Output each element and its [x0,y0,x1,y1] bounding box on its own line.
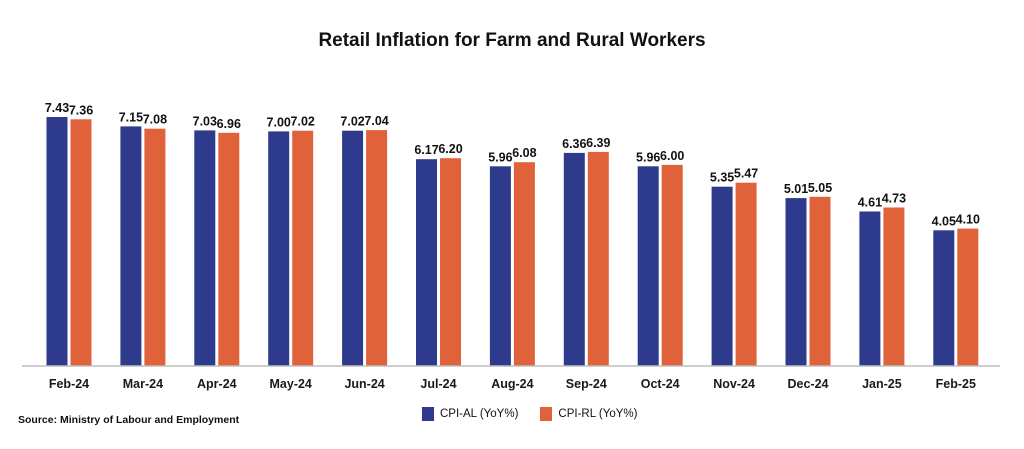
value-label-cpi-rl-jun-24: 7.04 [364,114,388,128]
x-tick-label-mar-24: Mar-24 [123,377,163,391]
value-label-cpi-al-feb-25: 4.05 [932,214,956,228]
x-tick-label-aug-24: Aug-24 [491,377,533,391]
value-label-cpi-al-dec-24: 5.01 [784,182,808,196]
value-label-cpi-al-mar-24: 7.15 [119,110,143,124]
legend-swatch-cpi-al [422,407,434,421]
value-label-cpi-al-feb-24: 7.43 [45,101,69,115]
bar-cpi-al-jul-24 [416,159,437,366]
value-label-cpi-rl-may-24: 7.02 [291,115,315,129]
legend-label-cpi-rl: CPI-RL (YoY%) [558,408,638,420]
value-label-cpi-rl-sep-24: 6.39 [586,136,610,150]
x-tick-label-feb-24: Feb-24 [49,377,89,391]
value-label-cpi-al-jan-25: 4.61 [858,196,882,210]
bar-cpi-rl-sep-24 [587,151,609,366]
value-label-cpi-rl-aug-24: 6.08 [512,146,536,160]
source-note: Source: Ministry of Labour and Employmen… [18,414,239,426]
bar-cpi-rl-jul-24 [440,158,461,366]
value-label-cpi-al-jun-24: 7.02 [340,115,364,129]
legend-swatch-cpi-rl [540,407,553,421]
value-label-cpi-al-jul-24: 6.17 [414,143,438,157]
x-tick-label-nov-24: Nov-24 [713,377,755,391]
x-tick-label-jan-25: Jan-25 [862,377,902,391]
bar-cpi-rl-aug-24 [513,162,535,366]
legend-item-cpi-rl: CPI-RL (YoY%) [540,407,637,421]
bar-cpi-rl-apr-24 [218,132,240,366]
x-tick-label-oct-24: Oct-24 [641,377,680,391]
bar-cpi-al-feb-24 [46,117,68,366]
legend: CPI-AL (YoY%) CPI-RL (YoY%) [422,407,637,421]
legend-item-cpi-al: CPI-AL (YoY%) [422,407,518,421]
source-text: Ministry of Labour and Employment [60,414,240,426]
value-label-cpi-rl-nov-24: 5.47 [734,167,758,181]
chart-title: Retail Inflation for Farm and Rural Work… [318,30,706,51]
bar-cpi-al-jun-24 [342,130,364,366]
x-tick-label-may-24: May-24 [270,377,312,391]
value-label-cpi-al-aug-24: 5.96 [488,150,512,164]
value-label-cpi-al-sep-24: 6.36 [562,137,586,151]
x-tick-label-jul-24: Jul-24 [420,377,456,391]
bar-cpi-rl-oct-24 [661,164,683,366]
x-tick-label-dec-24: Dec-24 [788,377,829,391]
value-label-cpi-rl-dec-24: 5.05 [808,181,832,195]
bar-cpi-rl-mar-24 [144,128,166,366]
value-label-cpi-al-may-24: 7.00 [267,115,291,129]
bar-cpi-rl-feb-24 [70,119,92,366]
bar-cpi-al-oct-24 [637,166,659,366]
bar-cpi-rl-jan-25 [883,207,905,366]
x-tick-label-apr-24: Apr-24 [197,377,237,391]
bar-cpi-rl-may-24 [292,130,314,366]
value-label-cpi-rl-apr-24: 6.96 [217,117,241,131]
source-key: Source: [18,414,58,426]
value-label-cpi-al-nov-24: 5.35 [710,171,734,185]
labels-layer: 7.43 7.36 Feb-24 7.15 7.08 Mar-24 7.03 6.96 Apr-… [45,101,980,391]
value-label-cpi-rl-oct-24: 6.00 [660,149,684,163]
bar-cpi-al-may-24 [268,131,290,366]
value-label-cpi-rl-feb-24: 7.36 [69,103,93,117]
x-tick-label-jun-24: Jun-24 [344,377,384,391]
x-tick-label-feb-25: Feb-25 [936,377,976,391]
bar-cpi-rl-nov-24 [735,182,757,366]
value-label-cpi-rl-jan-25: 4.73 [882,192,906,206]
bars-layer [46,117,979,367]
bar-cpi-al-feb-25 [933,230,955,366]
bar-cpi-rl-dec-24 [809,196,831,366]
bar-cpi-rl-jun-24 [366,130,388,366]
value-label-cpi-rl-jul-24: 6.20 [438,142,462,156]
value-label-cpi-al-oct-24: 5.96 [636,150,660,164]
bar-cpi-al-mar-24 [120,126,142,367]
legend-label-cpi-al: CPI-AL (YoY%) [440,408,519,420]
value-label-cpi-rl-feb-25: 4.10 [956,213,980,227]
bar-cpi-al-jan-25 [859,211,881,366]
bar-cpi-al-sep-24 [563,152,585,366]
bar-cpi-rl-feb-25 [957,228,979,366]
value-label-cpi-rl-mar-24: 7.08 [143,113,167,127]
bar-cpi-al-aug-24 [489,166,511,366]
value-label-cpi-al-apr-24: 7.03 [193,114,217,128]
bar-cpi-al-nov-24 [711,186,733,366]
bar-cpi-al-apr-24 [194,130,216,366]
x-tick-label-sep-24: Sep-24 [566,377,607,391]
bar-cpi-al-dec-24 [785,198,807,366]
